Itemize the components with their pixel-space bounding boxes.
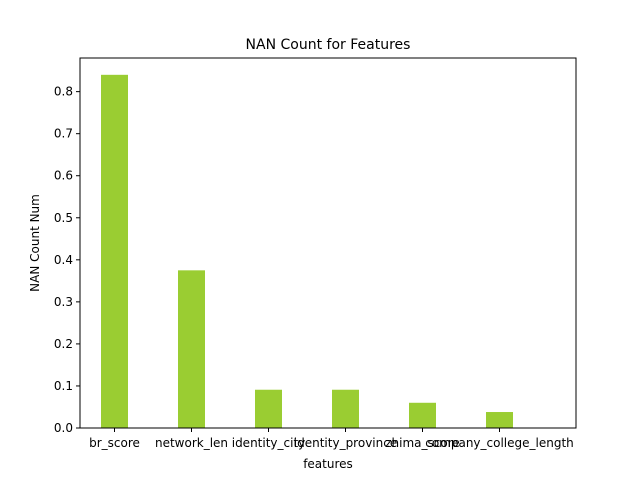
x-tick-label: network_len xyxy=(155,436,228,450)
y-tick-label: 0.0 xyxy=(54,421,73,435)
y-axis-label: NAN Count Num xyxy=(28,194,42,292)
y-tick-label: 0.6 xyxy=(54,169,73,183)
bar-company_college_length xyxy=(486,412,513,428)
y-tick-label: 0.5 xyxy=(54,211,73,225)
x-axis-ticks: br_score network_len identity_cityidentity… xyxy=(89,428,574,450)
x-tick-label: company_college_length xyxy=(425,436,574,450)
bar-identity_province xyxy=(332,389,359,428)
y-tick-label: 0.4 xyxy=(54,253,73,267)
y-axis-ticks: 0.0 0.1 0.2 0.3 0.4 0.5 0.6 0.7 0.8 xyxy=(54,85,80,435)
y-tick-label: 0.1 xyxy=(54,379,73,393)
y-tick-label: 0.3 xyxy=(54,295,73,309)
x-tick-label: identity_province xyxy=(294,436,397,450)
bars-group xyxy=(101,74,513,429)
bar-identity_city xyxy=(255,389,282,428)
x-tick-label: br_score xyxy=(89,436,140,450)
y-tick-label: 0.2 xyxy=(54,337,73,351)
x-tick-label: zhima_score xyxy=(385,436,460,450)
y-tick-label: 0.8 xyxy=(54,85,73,99)
bar-zhima_score xyxy=(409,402,436,428)
x-axis-label: features xyxy=(303,457,353,471)
plot-frame xyxy=(79,57,577,429)
y-tick-label: 0.7 xyxy=(54,127,73,141)
x-tick-label: identity_city xyxy=(232,436,306,450)
bar-network_len xyxy=(178,270,205,428)
chart-title: NAN Count for Features xyxy=(246,37,411,53)
bar-br_score xyxy=(101,74,128,429)
